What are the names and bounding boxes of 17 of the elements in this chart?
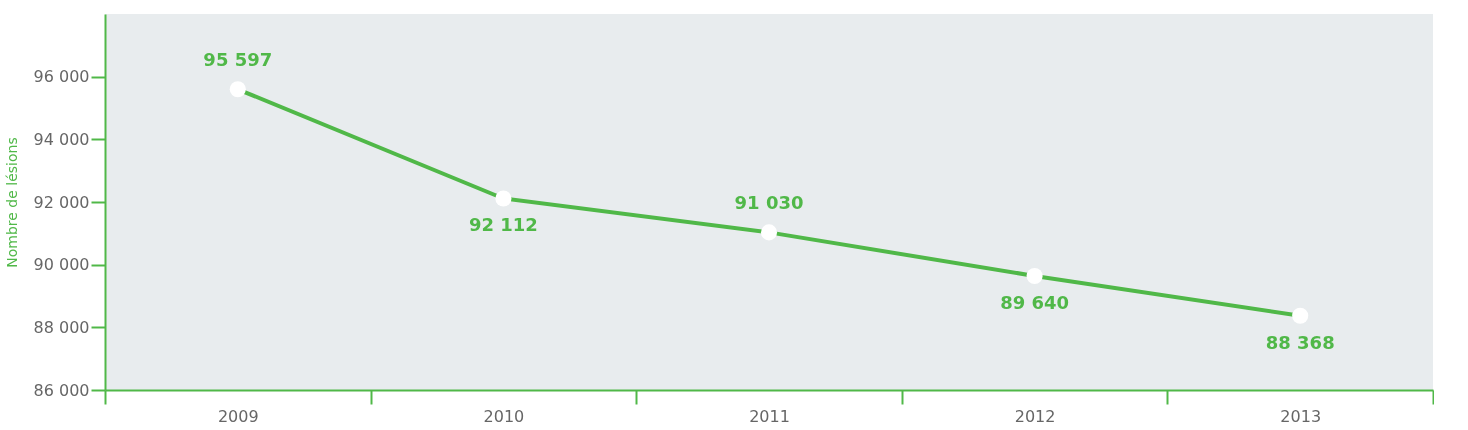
data-label: 95 597 — [203, 49, 273, 71]
x-tick-label: 2010 — [483, 406, 525, 426]
x-tick-label: 2013 — [1280, 406, 1322, 426]
y-axis-title: Nombre de lésions — [3, 137, 20, 268]
data-label: 89 640 — [1000, 291, 1070, 313]
y-tick-label: 88 000 — [33, 317, 90, 337]
y-tick-label: 90 000 — [33, 255, 90, 275]
data-label: 88 368 — [1265, 331, 1335, 353]
x-tick-label: 2011 — [749, 406, 790, 426]
x-tick-label: 2012 — [1014, 406, 1056, 426]
y-tick-label: 86 000 — [33, 380, 90, 400]
x-tick-label: 2009 — [217, 406, 259, 426]
y-tick-label: 94 000 — [33, 129, 90, 149]
data-label: 92 112 — [468, 214, 538, 236]
data-label: 91 030 — [734, 192, 804, 214]
y-tick-label: 96 000 — [33, 67, 90, 87]
y-tick-label: 92 000 — [33, 192, 90, 212]
